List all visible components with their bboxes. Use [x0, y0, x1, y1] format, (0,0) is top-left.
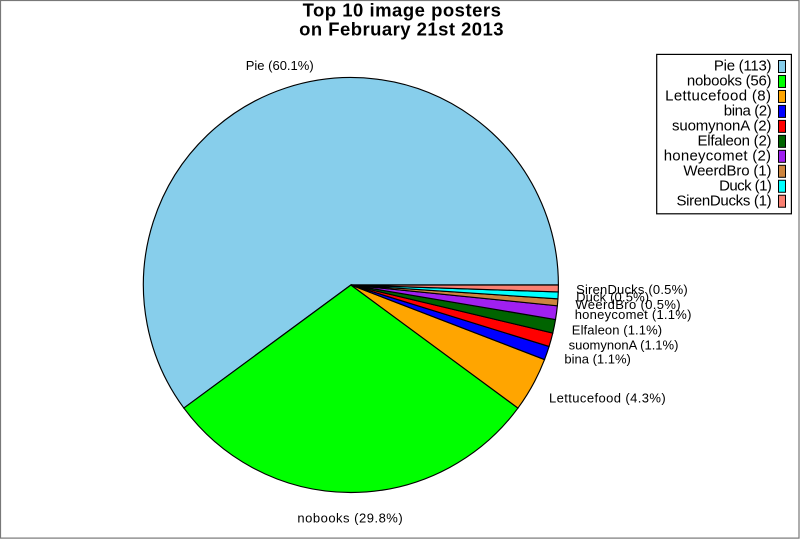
svg-text:WeerdBro (1): WeerdBro (1): [683, 162, 771, 179]
svg-text:suomynonA (2): suomynonA (2): [672, 117, 771, 134]
svg-text:SirenDucks (1): SirenDucks (1): [676, 192, 771, 209]
svg-text:bina (2): bina (2): [724, 103, 772, 120]
svg-text:SirenDucks (0.5%): SirenDucks (0.5%): [576, 282, 688, 297]
svg-text:suomynonA (1.1%): suomynonA (1.1%): [569, 338, 679, 353]
svg-text:honeycomet (1.1%): honeycomet (1.1%): [575, 307, 692, 322]
svg-text:Lettucefood (4.3%): Lettucefood (4.3%): [549, 391, 666, 406]
svg-text:nobooks (29.8%): nobooks (29.8%): [297, 510, 403, 525]
svg-text:Elfaleon (1.1%): Elfaleon (1.1%): [572, 322, 662, 337]
svg-text:Lettucefood (8): Lettucefood (8): [665, 88, 771, 105]
svg-text:Elfaleon (2): Elfaleon (2): [697, 132, 771, 149]
svg-text:bina (1.1%): bina (1.1%): [564, 351, 630, 366]
svg-text:Pie (60.1%): Pie (60.1%): [246, 58, 314, 73]
svg-text:Duck (1): Duck (1): [719, 177, 772, 194]
svg-text:on February 21st 2013: on February 21st 2013: [299, 18, 504, 39]
svg-text:Top 10 image posters: Top 10 image posters: [303, 0, 502, 20]
svg-text:honeycomet (2): honeycomet (2): [664, 147, 772, 164]
svg-text:nobooks (56): nobooks (56): [687, 73, 772, 90]
svg-text:Pie (113): Pie (113): [714, 58, 772, 75]
svg-text:WeerdBro (0.5%): WeerdBro (0.5%): [575, 297, 681, 312]
svg-text:Duck (0.5%): Duck (0.5%): [576, 289, 649, 304]
